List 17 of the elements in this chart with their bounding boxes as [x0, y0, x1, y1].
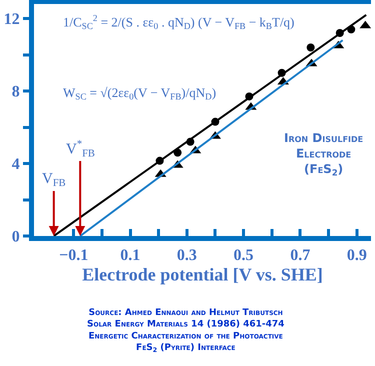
- x-tick-label: 0.1: [120, 247, 140, 264]
- y-tick-label: 12: [4, 11, 20, 28]
- y-tick-label: 0: [12, 228, 20, 246]
- x-tick-label: 0.3: [176, 247, 197, 264]
- point: [306, 44, 315, 52]
- y-tick-label: 4: [12, 156, 20, 174]
- text: W$_{SC}$ = √(2εε$_{0}$(V − V$_{FB}$)/qN$_{D}$): [63, 85, 216, 102]
- y-tick-label: 8: [12, 84, 20, 101]
- x-axis-title: Electrode potential [V vs. SHE]: [82, 264, 323, 284]
- x-tick-label: −0.1: [59, 247, 88, 264]
- annotation: V$_{FB}$: [42, 171, 66, 190]
- x-tick-label: 0.9: [346, 247, 367, 264]
- x-tick-label: 0.7: [290, 247, 310, 264]
- text: 1/C$_{SC}$$^{2}$ = 2/(S . εε$_{0}$ . qN$_{D}$) (V − V$_{FB}$ − k$_{B}$T/q): [63, 13, 294, 32]
- annotation: Iron Disulfide Electrode (FeS$_{2}$): [284, 131, 364, 178]
- x-tick-label: 0.5: [234, 247, 254, 264]
- source-note: Source: Ahmed Ennaoui and Helmut Tributsch Solar Energy Materials 14 (1986) 461-474 Energetic Characterization of the Photoactive FeS$_{2}$ (Pyrite) Interface: [87, 308, 284, 354]
